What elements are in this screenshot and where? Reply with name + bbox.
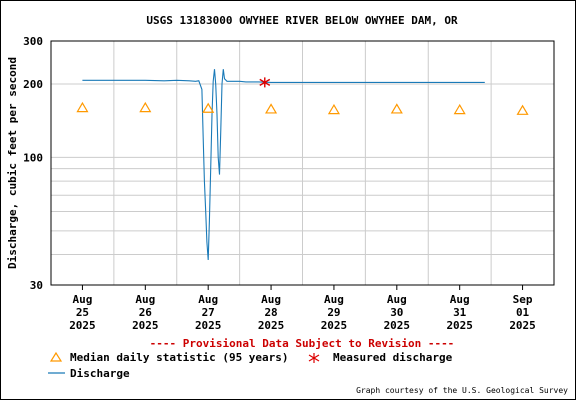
median-triangle-point (453, 103, 466, 115)
x-tick-label: 2025 (132, 319, 159, 332)
legend-star-icon (308, 353, 320, 363)
y-tick-labels: 300 200 100 30 (23, 35, 43, 292)
legend: Median daily statistic (95 years) Measur… (48, 351, 453, 380)
legend-median-label: Median daily statistic (95 years) (70, 351, 289, 364)
x-tick-label: 29 (327, 306, 340, 319)
x-tick-label: 31 (453, 306, 467, 319)
x-tick-label: 25 (76, 306, 89, 319)
median-triangle-point (327, 103, 340, 115)
x-tick-label: Aug (135, 293, 155, 306)
x-tick-label: 26 (139, 306, 153, 319)
x-tick-labels: Aug252025Aug262025Aug272025Aug282025Aug2… (69, 293, 536, 332)
median-triangle-point (390, 103, 403, 114)
x-tick-label: 30 (390, 306, 403, 319)
x-tick-label: Aug (324, 293, 344, 306)
legend-measured-label: Measured discharge (333, 351, 453, 364)
x-tick-label: 2025 (384, 319, 411, 332)
x-tick-label: 2025 (69, 319, 96, 332)
x-tick-label: 2025 (446, 319, 473, 332)
x-tick-label: 28 (264, 306, 277, 319)
plot-area (76, 69, 529, 261)
plot-border (50, 40, 555, 286)
x-tick-label: Aug (387, 293, 407, 306)
median-triangle-point (265, 103, 278, 114)
x-tick-label: Aug (450, 293, 470, 306)
x-tick-label: Aug (198, 293, 218, 306)
star-stroke (259, 78, 271, 86)
x-tick-label: 2025 (509, 319, 536, 332)
y-tick-label: 100 (23, 151, 43, 164)
median-triangle-point (76, 101, 89, 113)
x-tick-label: 27 (202, 306, 215, 319)
x-tick-label: 2025 (321, 319, 348, 332)
x-tick-label: Sep (513, 293, 533, 306)
chart-title: USGS 13183000 OWYHEE RIVER BELOW OWYHEE … (146, 14, 458, 27)
x-tick-label: 01 (516, 306, 530, 319)
discharge-series-line (82, 69, 485, 261)
x-tick-label: 2025 (258, 319, 285, 332)
provisional-note: ---- Provisional Data Subject to Revisio… (150, 337, 455, 350)
credit-text: Graph courtesy of the U.S. Geological Su… (356, 386, 568, 395)
legend-discharge-label: Discharge (70, 367, 130, 380)
x-tick-label: 2025 (195, 319, 222, 332)
x-tick-label: Aug (73, 293, 93, 306)
legend-triangle-icon (49, 351, 63, 362)
grid-lines (50, 40, 555, 290)
y-axis-label: Discharge, cubic feet per second (6, 57, 19, 269)
median-triangle-point (516, 104, 529, 115)
x-tick-label: Aug (261, 293, 281, 306)
y-tick-label: 30 (30, 279, 43, 292)
measured-star-point (259, 77, 271, 88)
y-tick-label: 300 (23, 35, 43, 48)
y-tick-label: 200 (23, 78, 43, 91)
median-triangle-point (139, 101, 152, 113)
median-triangle-point (202, 102, 215, 113)
